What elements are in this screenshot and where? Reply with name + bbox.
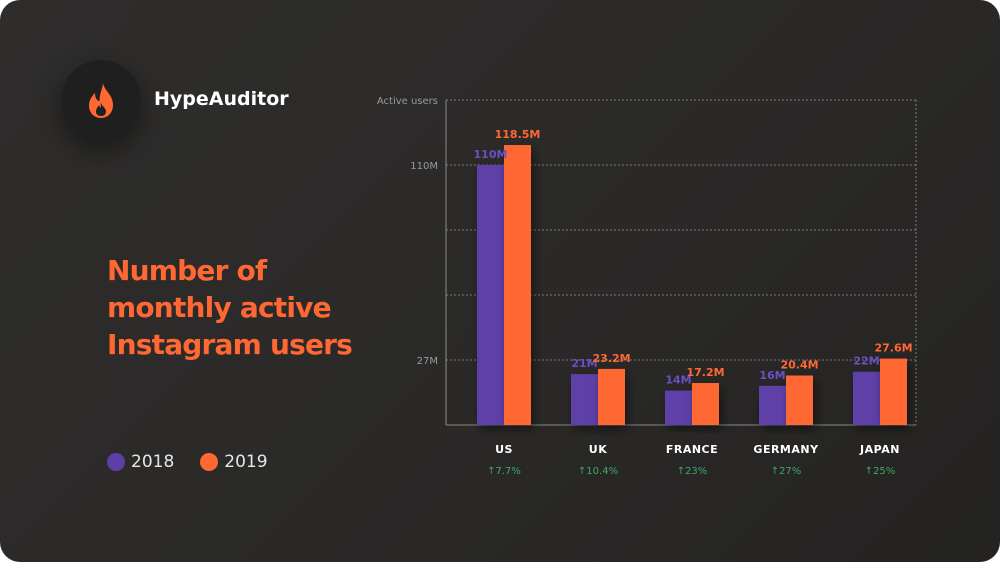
growth-label-france: ↑23% bbox=[677, 466, 708, 477]
flame-icon bbox=[89, 82, 113, 118]
data-label-2019-germany: 20.4M bbox=[780, 359, 818, 372]
data-label-2019-france: 17.2M bbox=[686, 366, 724, 379]
bar-2018-france bbox=[665, 390, 692, 425]
x-tick-label-germany: GERMANY bbox=[753, 443, 819, 456]
bar-2018-us bbox=[477, 165, 504, 425]
bar-2018-japan bbox=[853, 371, 880, 425]
legend-label-2018: 2018 bbox=[131, 452, 175, 472]
legend-label-2019: 2019 bbox=[224, 452, 268, 472]
data-label-2018-japan: 22M bbox=[853, 355, 879, 368]
data-label-2019-us: 118.5M bbox=[495, 128, 541, 141]
bar-2018-uk bbox=[571, 374, 598, 425]
y-axis-title: Active users bbox=[377, 96, 438, 107]
bar-2018-germany bbox=[759, 385, 786, 425]
growth-label-germany: ↑27% bbox=[771, 466, 802, 477]
x-tick-label-france: FRANCE bbox=[666, 443, 718, 456]
growth-label-us: ↑7.7% bbox=[487, 466, 521, 477]
growth-label-japan: ↑25% bbox=[865, 466, 896, 477]
bar-2019-japan bbox=[880, 358, 907, 425]
legend-item-2018: 2018 bbox=[107, 452, 174, 472]
legend-swatch-2018 bbox=[107, 453, 125, 471]
data-label-2019-uk: 23.2M bbox=[592, 352, 630, 365]
x-tick-label-us: US bbox=[495, 443, 513, 456]
brand-name: HypeAuditor bbox=[154, 88, 289, 110]
data-label-2018-germany: 16M bbox=[759, 369, 785, 382]
data-label-2019-japan: 27.6M bbox=[874, 342, 912, 355]
data-label-2018-france: 14M bbox=[665, 374, 691, 387]
data-label-2018-us: 110M bbox=[474, 148, 508, 161]
chart-headline: Number of monthly active Instagram users bbox=[107, 254, 353, 361]
y-tick-label: 110M bbox=[410, 161, 438, 172]
bar-2019-france bbox=[692, 383, 719, 425]
x-tick-label-japan: JAPAN bbox=[859, 443, 900, 456]
legend-item-2019: 2019 bbox=[200, 452, 268, 472]
y-tick-label: 27M bbox=[417, 356, 438, 367]
brand-logo bbox=[61, 60, 141, 140]
data-label-2018-uk: 21M bbox=[571, 357, 597, 370]
chart-legend: 2018 2019 bbox=[107, 452, 294, 472]
bar-2019-germany bbox=[786, 375, 813, 425]
legend-swatch-2019 bbox=[200, 453, 219, 471]
x-tick-label-uk: UK bbox=[589, 443, 607, 456]
bar-2019-us bbox=[504, 145, 531, 425]
bar-2019-uk bbox=[598, 368, 625, 425]
growth-label-uk: ↑10.4% bbox=[578, 466, 618, 477]
